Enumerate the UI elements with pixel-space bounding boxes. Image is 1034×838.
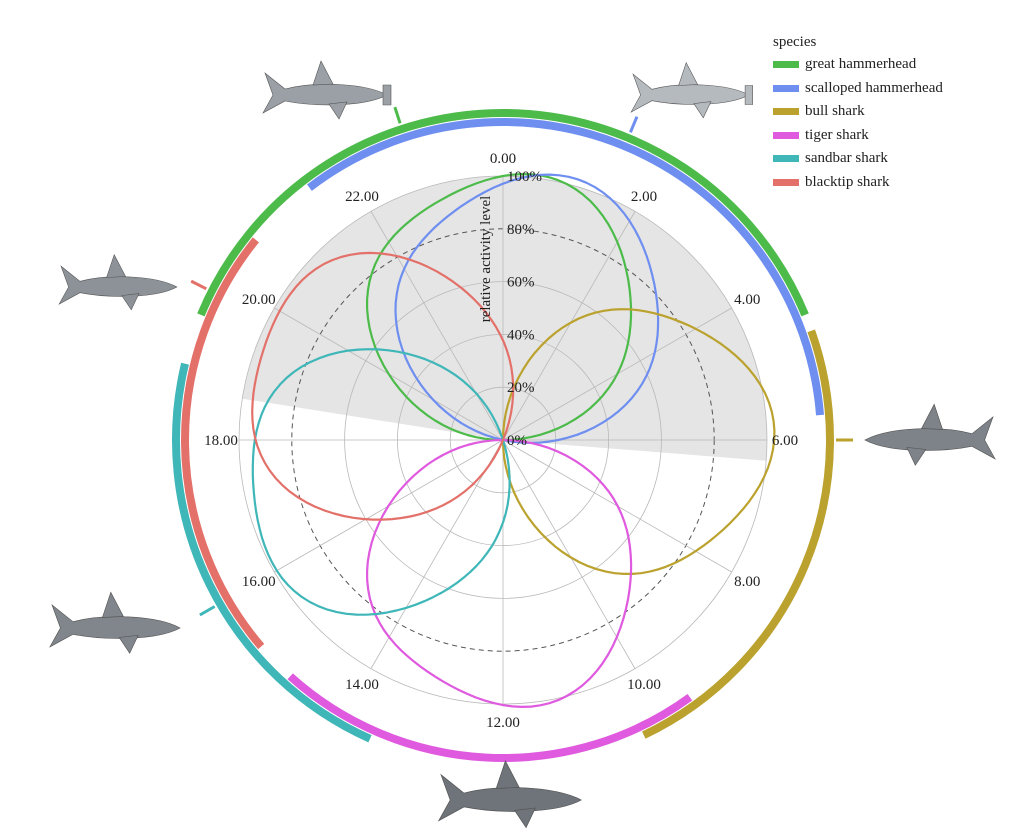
legend-label: tiger shark — [805, 126, 869, 143]
legend-item: scalloped hammerhead — [773, 77, 943, 101]
species-marker-tick — [190, 279, 207, 291]
legend-title: species — [773, 34, 817, 50]
grid-spoke — [370, 211, 504, 441]
radial-tick-label: 60% — [507, 275, 535, 291]
series-curve-tiger-shark — [366, 438, 633, 709]
shark-icon — [262, 60, 392, 120]
night-shading — [242, 175, 768, 461]
radial-tick-label: 0% — [507, 433, 527, 449]
shark-icon — [630, 61, 753, 119]
legend-item: blacktip shark — [773, 171, 943, 195]
angular-tick-label: 16.00 — [242, 574, 276, 590]
species-marker-tick — [629, 116, 639, 133]
activity-arc-sandbar-shark — [172, 362, 372, 743]
radial-tick-label: 20% — [507, 380, 535, 396]
shark-icon — [864, 403, 996, 466]
angular-tick-label: 4.00 — [734, 292, 760, 308]
legend-item: great hammerhead — [773, 53, 943, 77]
grid-spoke — [502, 439, 636, 669]
activity-arc-blacktip-shark — [181, 237, 265, 650]
shark-icon — [49, 591, 181, 654]
angular-tick-label: 20.00 — [242, 292, 276, 308]
shark-icon — [437, 760, 583, 829]
series-curve-sandbar-shark — [251, 348, 511, 616]
species-marker-tick — [393, 106, 402, 124]
activity-arc-tiger-shark — [287, 673, 693, 762]
series-curve-scalloped-hammerhead — [394, 173, 660, 444]
legend-label: blacktip shark — [805, 173, 890, 190]
legend: species great hammerhead scalloped hammer… — [773, 34, 943, 194]
activity-arc-great-hammerhead — [197, 109, 809, 317]
species-marker-tick — [199, 605, 216, 617]
grid-spoke — [370, 439, 504, 669]
legend-swatch — [773, 61, 799, 69]
y-axis-label: relative activity level — [478, 196, 494, 323]
legend-item: bull shark — [773, 100, 943, 124]
legend-label: great hammerhead — [805, 56, 917, 73]
series-curve-great-hammerhead — [366, 173, 633, 442]
radial-tick-label: 40% — [507, 327, 535, 343]
legend-swatch — [773, 178, 799, 186]
angular-tick-label: 2.00 — [631, 189, 657, 205]
legend-item: tiger shark — [773, 124, 943, 148]
activity-arc-bull-shark — [642, 329, 834, 739]
series-curve-blacktip-shark — [251, 251, 515, 521]
angular-tick-label: 6.00 — [772, 433, 798, 449]
angular-tick-label: 12.00 — [486, 715, 520, 731]
angular-tick-label: 22.00 — [345, 189, 379, 205]
angular-tick-label: 0.00 — [490, 151, 516, 167]
legend-swatch — [773, 108, 799, 116]
legend-label: sandbar shark — [805, 150, 888, 167]
legend-swatch — [773, 84, 799, 92]
legend-label: bull shark — [805, 103, 865, 120]
legend-swatch — [773, 155, 799, 163]
legend-label: scalloped hammerhead — [805, 79, 943, 96]
angular-tick-label: 10.00 — [627, 677, 661, 693]
legend-item: sandbar shark — [773, 147, 943, 171]
angular-tick-label: 18.00 — [204, 433, 238, 449]
shark-icon — [58, 253, 178, 311]
legend-swatch — [773, 131, 799, 139]
angular-tick-label: 8.00 — [734, 574, 760, 590]
grid-spoke — [502, 211, 636, 441]
series-curve-bull-shark — [501, 308, 776, 576]
angular-tick-label: 14.00 — [345, 677, 379, 693]
radial-tick-label: 80% — [507, 222, 535, 238]
activity-arc-scalloped-hammerhead — [306, 118, 825, 416]
radial-tick-label: 100% — [507, 169, 542, 185]
